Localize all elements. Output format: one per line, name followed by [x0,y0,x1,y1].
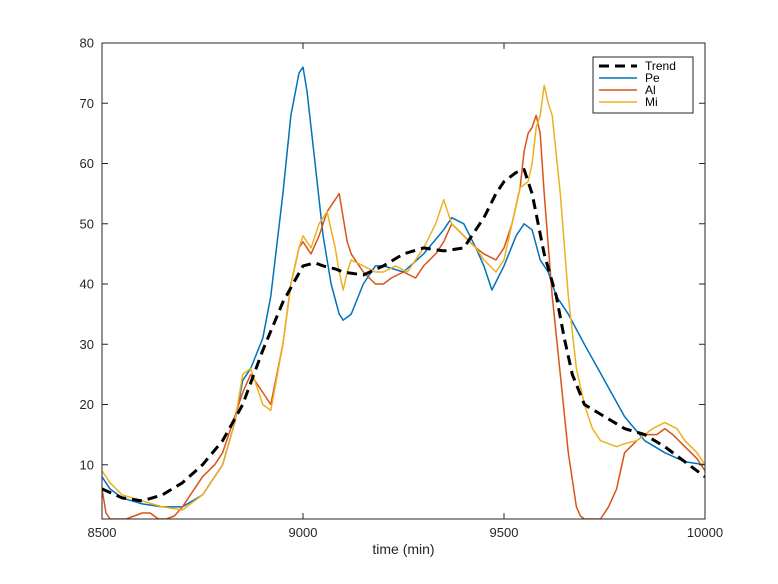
y-tick-label: 20 [80,397,94,412]
legend-label-mi: Mi [645,95,658,109]
legend-label-trend: Trend [645,59,676,73]
x-tick-label: 10000 [687,525,723,540]
y-tick-label: 60 [80,156,94,171]
x-tick-label: 8500 [88,525,117,540]
y-tick-label: 30 [80,337,94,352]
ticks-layer: 8500 9000 9500 10000 10 20 30 40 50 60 70 80 [80,36,724,541]
y-tick-label: 40 [80,277,94,292]
legend-label-al: Al [645,83,656,97]
legend-box [592,56,694,114]
y-tick-label: 50 [80,216,94,231]
series-line-trend [102,168,705,503]
y-tick-label: 80 [80,36,94,51]
legend-label-pe: Pe [645,71,660,85]
series-line-al [102,114,705,519]
series-line-mi [102,84,705,511]
y-tick-label: 70 [80,96,94,111]
x-tick-label: 9500 [490,525,519,540]
y-tick-label: 10 [80,457,94,472]
x-axis-title: time (min) [372,541,434,557]
series-layer [102,66,705,519]
x-tick-label: 9000 [289,525,318,540]
plot-frame [101,42,706,520]
